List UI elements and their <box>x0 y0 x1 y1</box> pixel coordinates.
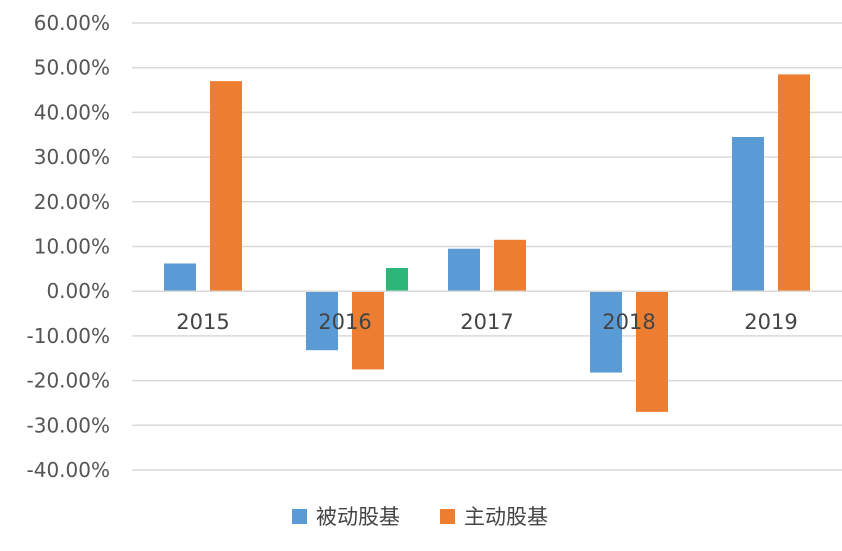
category-label: 2018 <box>602 310 655 334</box>
bar-passive-2017 <box>448 248 480 292</box>
bar-active-2017 <box>494 239 526 292</box>
bar-extra-2016 <box>386 267 408 292</box>
category-label: 2015 <box>176 310 229 334</box>
category-label: 2017 <box>460 310 513 334</box>
y-tick-label: 0.00% <box>46 279 110 303</box>
bars <box>132 74 842 412</box>
y-tick-label: 40.00% <box>34 100 110 124</box>
y-tick-label: -10.00% <box>27 324 110 348</box>
bar-passive-2018 <box>590 291 622 373</box>
bar-passive-2016 <box>306 291 338 351</box>
y-tick-label: 30.00% <box>34 145 110 169</box>
y-tick-label: 50.00% <box>34 56 110 80</box>
y-tick-label: 10.00% <box>34 235 110 259</box>
category-label: 2019 <box>744 310 797 334</box>
y-tick-label: 60.00% <box>34 11 110 35</box>
y-tick-label: -30.00% <box>27 413 110 437</box>
legend-swatch <box>440 509 455 524</box>
y-axis-tick-labels: 60.00% 50.00% 40.00% 30.00% 20.00% 10.00% 0.00… <box>27 11 110 482</box>
y-tick-label: -20.00% <box>27 369 110 393</box>
category-labels: 2015 2016 2017 2018 2019 <box>176 310 797 334</box>
y-tick-label: -40.00% <box>27 458 110 482</box>
bar-passive-2015 <box>164 263 196 292</box>
bar-active-2018 <box>636 291 668 412</box>
bar-active-2015 <box>210 81 242 292</box>
y-tick-label: 20.00% <box>34 190 110 214</box>
legend-swatch <box>292 509 307 524</box>
legend-label: 主动股基 <box>464 505 548 529</box>
legend: 被动股基 主动股基 <box>292 505 548 529</box>
legend-label: 被动股基 <box>316 505 400 529</box>
category-label: 2016 <box>318 310 371 334</box>
bar-passive-2019 <box>732 136 764 292</box>
bar-active-2016 <box>352 291 384 370</box>
bar-active-2019 <box>778 74 810 292</box>
